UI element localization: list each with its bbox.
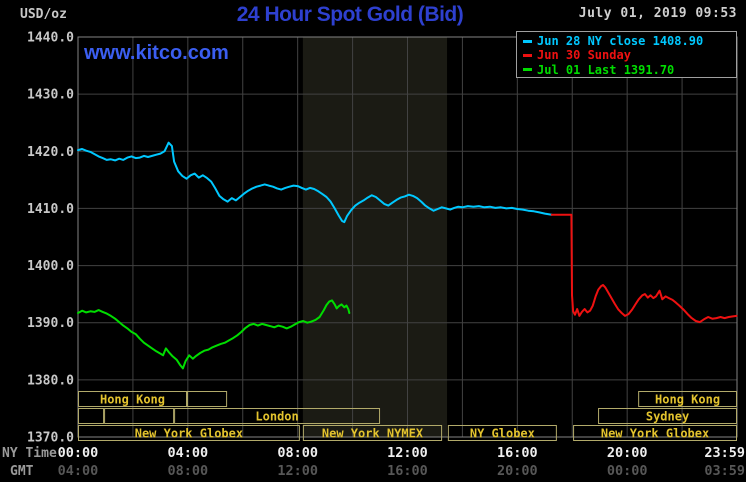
x-tick-label: 00:00 [58,445,99,461]
price-series-lines [77,141,738,370]
x-tick-label: 16:00 [387,463,428,479]
series-line-jun-28-ny-close [77,141,553,224]
session-label: New York Globex [601,427,709,441]
session-box [638,391,738,407]
session-label: New York Globex [135,427,243,441]
legend-item: Jul 01 Last 1391.70 [523,63,736,77]
session-box [174,408,381,424]
y-tick-label: 1370.0 [27,431,74,446]
session-label: New York NYMEX [322,427,424,441]
x-tick-label: 20:00 [497,463,538,479]
session-box [598,408,738,424]
x-tick-label: 20:00 [607,445,648,461]
ny-time-axis-label: NY Time [2,446,57,461]
plot-border [77,36,738,438]
session-label: Sydney [646,410,689,424]
x-tick-label: 04:00 [58,463,99,479]
legend-label: Jun 30 Sunday [537,48,631,63]
x-tick-label: 16:00 [497,445,538,461]
highlight-band [302,37,448,437]
plot-frame [77,36,738,438]
chart-datetime: July 01, 2019 09:53 [578,6,737,21]
y-axis-tick-labels: 1440.0 1430.0 1420.0 1410.0 1400.0 1390.0 1380… [27,31,74,446]
gmt-axis-label: GMT [10,464,34,479]
x-axis-gmt-labels: 04:00 08:00 12:00 16:00 20:00 00:00 03:59 [58,463,745,479]
session-box [78,408,105,424]
session-box [573,425,737,441]
x-axis-ny-time-labels: 00:00 04:00 08:00 12:00 16:00 20:00 23:59 [58,445,745,461]
chart-title: 24 Hour Spot Gold (Bid) [236,3,464,26]
y-tick-label: 1420.0 [27,145,74,160]
legend-item: Jun 28 NY close 1408.90 [523,34,736,48]
series-line-jul-01-last [77,299,351,370]
x-tick-label: 08:00 [277,445,318,461]
legend-dash-icon [523,53,532,57]
session-label: London [255,410,298,424]
y-tick-label: 1430.0 [27,88,74,103]
legend-label: Jul 01 Last 1391.70 [537,62,675,77]
y-tick-label: 1390.0 [27,316,74,331]
session-box [78,391,188,407]
session-box [78,425,300,441]
x-tick-label: 12:00 [387,445,428,461]
x-tick-label: 12:00 [277,463,318,479]
y-axis-unit-label: USD/oz [20,7,67,22]
x-tick-label: 03:59 [704,463,745,479]
session-box [104,408,175,424]
legend-label: Jun 28 NY close 1408.90 [537,34,704,49]
session-label: Hong Kong [100,393,165,407]
session-label: NY Globex [470,427,535,441]
legend-item: Jun 30 Sunday [523,48,736,62]
nymex-session-band [302,37,448,437]
session-box [447,425,557,441]
kitco-watermark: www.kitco.com [84,42,229,64]
chart-legend: Jun 28 NY close 1408.90 Jun 30 Sunday Jul … [516,31,737,78]
legend-dash-icon [523,39,532,43]
y-tick-label: 1440.0 [27,31,74,46]
x-tick-label: 23:59 [704,445,745,461]
y-tick-label: 1410.0 [27,202,74,217]
market-session-boxes: Hong Kong Hong Kong London Sydney New York G… [78,391,738,441]
session-box [187,391,228,407]
x-tick-label: 00:00 [607,463,648,479]
legend-dash-icon [523,68,532,72]
x-tick-label: 08:00 [168,463,209,479]
y-tick-label: 1380.0 [27,373,74,388]
session-box [302,425,443,441]
x-tick-label: 04:00 [168,445,209,461]
series-line-jun-30-sunday [550,213,738,324]
gridlines [78,37,737,437]
session-label: Hong Kong [655,393,720,407]
y-tick-label: 1400.0 [27,259,74,274]
